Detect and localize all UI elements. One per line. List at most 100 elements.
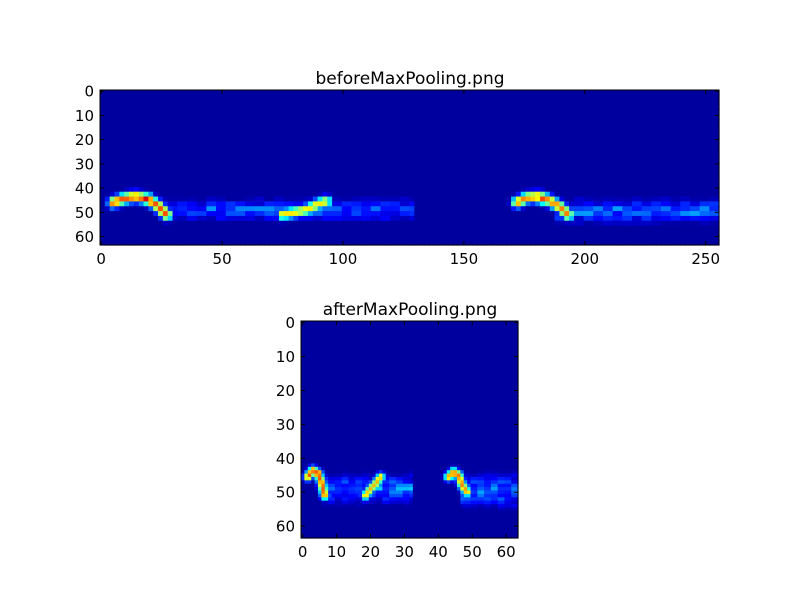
heatmap-cell — [163, 129, 168, 134]
heatmap-cell — [235, 100, 240, 105]
heatmap-cell — [550, 197, 555, 202]
heatmap-cell — [530, 192, 535, 197]
heatmap-cell — [385, 158, 390, 163]
heatmap-cell — [366, 124, 371, 129]
heatmap-cell — [593, 187, 598, 192]
heatmap-cell — [119, 95, 124, 100]
heatmap-cell — [535, 109, 540, 114]
heatmap-cell — [119, 134, 124, 139]
heatmap-cell — [206, 124, 211, 129]
heatmap-cell — [477, 124, 482, 129]
heatmap-cell — [709, 158, 714, 163]
heatmap-cell — [269, 197, 274, 202]
heatmap-cell — [685, 119, 690, 124]
heatmap-cell — [690, 221, 695, 226]
heatmap-cell — [458, 129, 463, 134]
heatmap-cell — [211, 211, 216, 216]
heatmap-cell — [371, 143, 376, 148]
heatmap-cell — [521, 201, 526, 206]
heatmap-cell — [255, 114, 260, 119]
heatmap-cell — [419, 143, 424, 148]
heatmap-cell — [197, 148, 202, 153]
heatmap-cell — [385, 201, 390, 206]
heatmap-cell — [439, 124, 444, 129]
heatmap-cell — [303, 109, 308, 114]
heatmap-cell — [535, 221, 540, 226]
heatmap-cell — [148, 211, 153, 216]
heatmap-cell — [337, 153, 342, 158]
heatmap-cell — [521, 90, 526, 95]
heatmap-cell — [192, 211, 197, 216]
heatmap-cell — [472, 177, 477, 182]
heatmap-cell — [443, 143, 448, 148]
heatmap-cell — [332, 187, 337, 192]
heatmap-cell — [235, 90, 240, 95]
heatmap-cell — [550, 148, 555, 153]
heatmap-cell — [371, 235, 376, 240]
heatmap-cell — [308, 197, 313, 202]
heatmap-cell — [264, 230, 269, 235]
heatmap-cell — [124, 235, 129, 240]
heatmap-cell — [511, 182, 516, 187]
heatmap-cell — [177, 201, 182, 206]
heatmap-cell — [506, 95, 511, 100]
heatmap-cell — [115, 235, 120, 240]
heatmap-cell — [153, 105, 158, 110]
heatmap-cell — [472, 182, 477, 187]
heatmap-cell — [216, 158, 221, 163]
heatmap-cell — [124, 163, 129, 168]
heatmap-cell — [477, 221, 482, 226]
heatmap-cell — [709, 90, 714, 95]
heatmap-cell — [173, 182, 178, 187]
heatmap-cell — [250, 172, 255, 177]
heatmap-cell — [598, 105, 603, 110]
heatmap-cell — [380, 177, 385, 182]
heatmap-cell — [497, 182, 502, 187]
heatmap-cell — [235, 197, 240, 202]
heatmap-cell — [385, 109, 390, 114]
heatmap-cell — [163, 230, 168, 235]
heatmap-cell — [289, 221, 294, 226]
heatmap-cell — [516, 211, 521, 216]
heatmap-cell — [192, 182, 197, 187]
heatmap-cell — [206, 226, 211, 231]
heatmap-cell — [356, 211, 361, 216]
heatmap-cell — [279, 197, 284, 202]
heatmap-cell — [448, 138, 453, 143]
heatmap-cell — [569, 197, 574, 202]
heatmap-cell — [487, 163, 492, 168]
heatmap-cell — [680, 187, 685, 192]
heatmap-cell — [192, 216, 197, 221]
heatmap-cell — [627, 95, 632, 100]
heatmap-cell — [579, 230, 584, 235]
heatmap-cell — [322, 143, 327, 148]
heatmap-cell — [308, 90, 313, 95]
heatmap-cell — [226, 216, 231, 221]
heatmap-cell — [274, 226, 279, 231]
heatmap-cell — [685, 114, 690, 119]
heatmap-cell — [192, 105, 197, 110]
heatmap-cell — [521, 211, 526, 216]
heatmap-cell — [139, 221, 144, 226]
heatmap-cell — [376, 226, 381, 231]
heatmap-cell — [646, 105, 651, 110]
heatmap-cell — [139, 100, 144, 105]
heatmap-cell — [671, 221, 676, 226]
heatmap-cell — [709, 100, 714, 105]
heatmap-cell — [477, 216, 482, 221]
heatmap-cell — [139, 187, 144, 192]
heatmap-cell — [468, 153, 473, 158]
heatmap-cell — [177, 95, 182, 100]
heatmap-cell — [709, 235, 714, 240]
heatmap-cell — [497, 192, 502, 197]
heatmap-cell — [245, 105, 250, 110]
heatmap-cell — [477, 187, 482, 192]
heatmap-cell — [671, 201, 676, 206]
heatmap-cell — [574, 90, 579, 95]
heatmap-cell — [119, 201, 124, 206]
heatmap-cell — [124, 109, 129, 114]
heatmap-cell — [202, 221, 207, 226]
heatmap-cell — [274, 201, 279, 206]
heatmap-cell — [115, 100, 120, 105]
heatmap-cell — [187, 109, 192, 114]
